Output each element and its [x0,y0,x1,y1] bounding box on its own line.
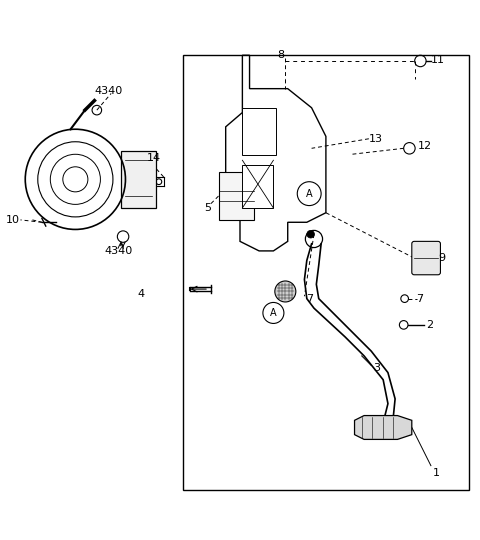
Text: 14: 14 [147,153,161,163]
Bar [242,108,276,156]
Text: 3: 3 [373,363,381,373]
Text: 9: 9 [438,253,445,263]
Bar [218,172,254,220]
Text: 7: 7 [417,294,424,303]
Circle shape [399,321,408,329]
Bar [242,165,274,208]
Polygon shape [355,416,412,440]
Text: 2: 2 [426,320,433,330]
Text: 13: 13 [369,134,383,144]
Bar [183,55,469,490]
Text: 5: 5 [204,203,211,213]
Text: 7: 7 [306,294,313,303]
Text: 11: 11 [431,55,445,65]
Text: 6: 6 [276,284,283,294]
Text: 8: 8 [277,50,284,60]
Text: 12: 12 [418,141,432,151]
Text: 1: 1 [433,468,440,478]
Text: 4340: 4340 [95,86,123,96]
Circle shape [275,281,296,302]
FancyBboxPatch shape [412,241,441,275]
Text: 10: 10 [6,215,20,225]
Text: 4: 4 [137,289,144,299]
Text: A: A [270,308,276,318]
Circle shape [307,231,314,238]
Circle shape [401,295,408,302]
Text: A: A [306,188,312,199]
Text: 4340: 4340 [104,246,132,256]
Bar [120,151,156,208]
